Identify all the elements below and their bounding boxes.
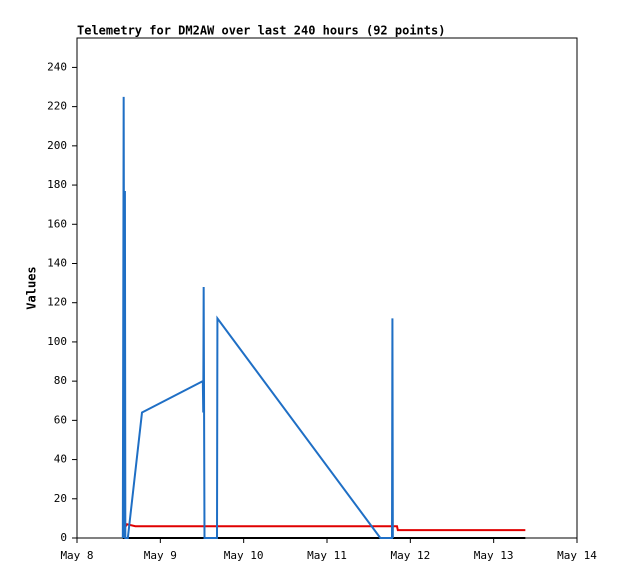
x-tick-label: May 8 [60, 549, 93, 562]
x-tick-label: May 14 [557, 549, 597, 562]
chart-title: Telemetry for DM2AW over last 240 hours … [77, 24, 445, 38]
y-axis-label: Values [25, 266, 39, 309]
y-tick-label: 240 [47, 60, 67, 73]
y-tick-label: 220 [47, 100, 67, 113]
y-tick-label: 40 [54, 453, 67, 466]
x-tick-label: May 12 [390, 549, 430, 562]
y-tick-label: 120 [47, 296, 67, 309]
y-tick-label: 140 [47, 256, 67, 269]
plot-frame [76, 37, 578, 539]
y-tick-label: 0 [60, 531, 67, 544]
y-tick-label: 200 [47, 139, 67, 152]
x-tick-label: May 9 [144, 549, 177, 562]
y-tick-label: 180 [47, 178, 67, 191]
series-line [122, 523, 526, 532]
x-tick-label: May 10 [224, 549, 264, 562]
series-line [121, 96, 394, 539]
x-tick-label: May 11 [307, 549, 347, 562]
y-tick-label: 80 [54, 374, 67, 387]
y-tick-label: 60 [54, 413, 67, 426]
x-tick-label: May 13 [474, 549, 514, 562]
y-tick-label: 20 [54, 492, 67, 505]
y-tick-label: 160 [47, 217, 67, 230]
y-tick-label: 100 [47, 335, 67, 348]
